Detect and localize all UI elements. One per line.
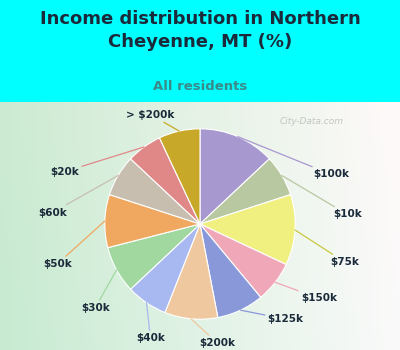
- Wedge shape: [105, 195, 200, 248]
- Text: Income distribution in Northern
Cheyenne, MT (%): Income distribution in Northern Cheyenne…: [40, 10, 360, 50]
- Text: $30k: $30k: [81, 270, 116, 313]
- Text: $75k: $75k: [295, 230, 359, 267]
- Wedge shape: [200, 129, 269, 224]
- Wedge shape: [110, 159, 200, 224]
- Wedge shape: [108, 224, 200, 289]
- Wedge shape: [131, 138, 200, 224]
- Text: > $200k: > $200k: [126, 110, 179, 131]
- Wedge shape: [200, 159, 290, 224]
- Text: $40k: $40k: [136, 303, 165, 343]
- Text: $60k: $60k: [38, 176, 118, 218]
- Wedge shape: [131, 224, 200, 313]
- Wedge shape: [200, 195, 295, 265]
- Text: $200k: $200k: [191, 319, 235, 348]
- Text: $100k: $100k: [238, 136, 349, 180]
- Wedge shape: [165, 224, 218, 319]
- Text: $150k: $150k: [275, 282, 337, 303]
- Wedge shape: [160, 129, 200, 224]
- Text: $20k: $20k: [50, 147, 144, 177]
- Wedge shape: [200, 224, 261, 317]
- Text: City-Data.com: City-Data.com: [280, 117, 344, 126]
- Wedge shape: [200, 224, 286, 298]
- Text: All residents: All residents: [153, 80, 247, 93]
- Text: $125k: $125k: [240, 310, 304, 324]
- Text: $50k: $50k: [43, 221, 105, 269]
- Text: $10k: $10k: [282, 176, 362, 219]
